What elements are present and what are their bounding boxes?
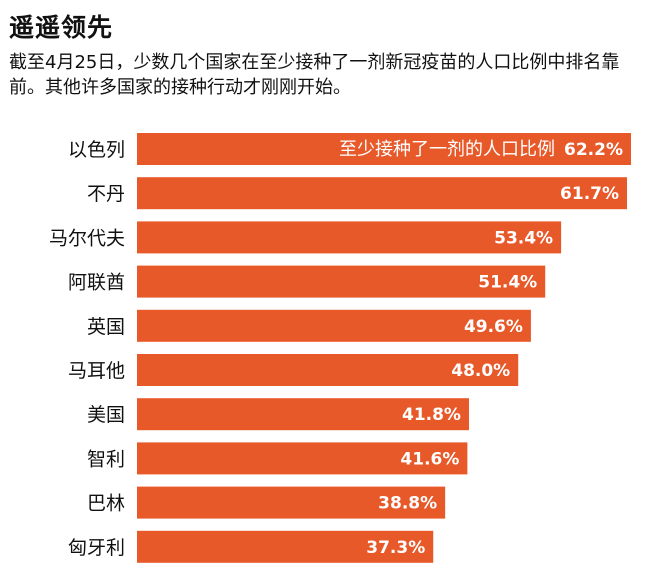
bar <box>137 265 546 298</box>
category-label: 以色列 <box>68 139 125 161</box>
category-label: 英国 <box>87 316 125 338</box>
data-label: 49.6% <box>464 317 523 337</box>
bar <box>137 221 562 254</box>
data-label: 38.8% <box>378 494 437 514</box>
category-label: 巴林 <box>87 493 125 515</box>
category-label: 美国 <box>87 404 125 426</box>
bar <box>137 486 446 519</box>
data-label: 41.6% <box>400 449 459 469</box>
chart-title: 遥遥领先 <box>9 13 114 42</box>
data-label: 51.4% <box>478 273 537 293</box>
data-label: 53.4% <box>494 228 553 248</box>
category-label: 马尔代夫 <box>49 227 125 249</box>
data-label: 61.7% <box>560 184 619 204</box>
bar <box>137 530 434 563</box>
bar <box>137 398 469 431</box>
bar <box>137 354 519 386</box>
category-label: 智利 <box>87 448 125 470</box>
data-label: 62.2% <box>564 140 623 160</box>
data-label: 41.8% <box>402 405 461 425</box>
data-label: 48.0% <box>451 361 510 381</box>
category-label: 不丹 <box>87 183 125 205</box>
bar <box>137 133 631 165</box>
chart-subtitle: 截至4月25日，少数几个国家在至少接种了一剂新冠疫苗的人口比例中排名靠前。其他许… <box>9 52 620 98</box>
category-label: 马耳他 <box>68 360 125 382</box>
series-legend-label: 至少接种了一剂的人口比例 <box>339 139 555 160</box>
data-label: 37.3% <box>366 538 425 558</box>
category-label: 匈牙利 <box>68 537 125 559</box>
bar <box>137 309 531 342</box>
category-label: 阿联酋 <box>68 272 125 294</box>
bar <box>137 442 468 475</box>
bar <box>137 177 628 210</box>
